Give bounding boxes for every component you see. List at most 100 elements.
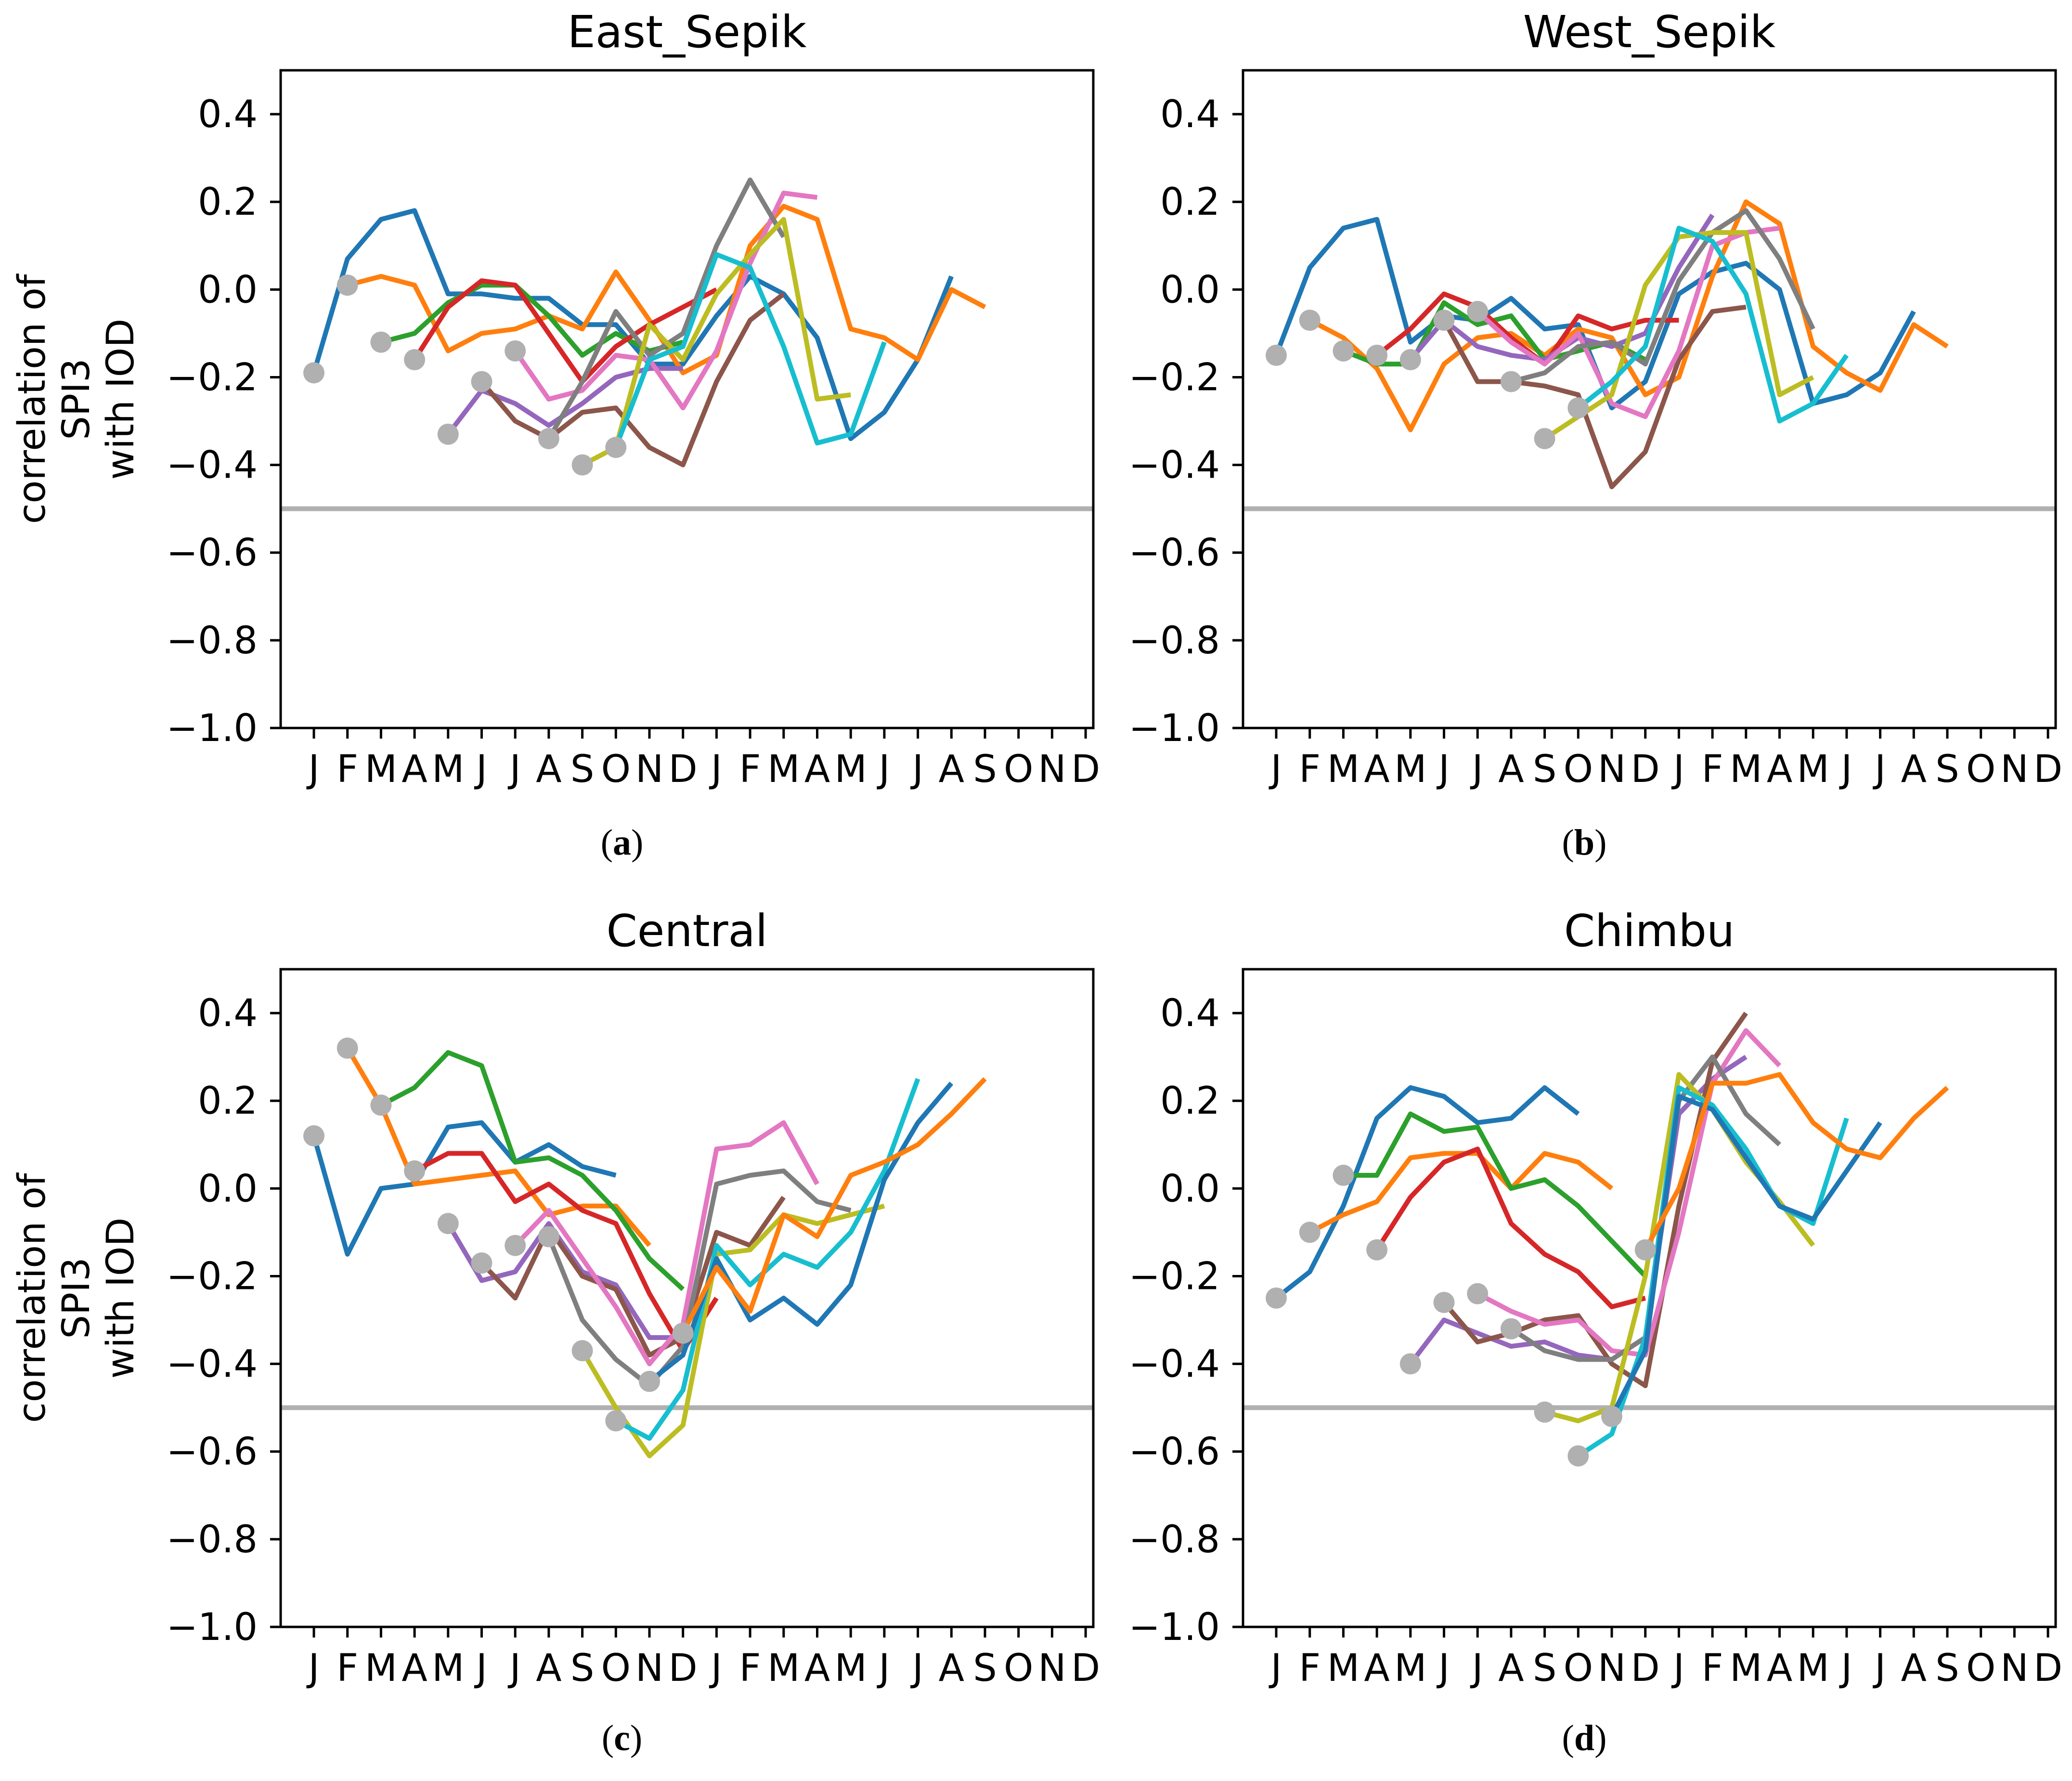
series-line-jan xyxy=(1274,217,1916,411)
series-start-marker xyxy=(1601,1405,1622,1427)
x-tick-label: M xyxy=(1797,1647,1829,1690)
series-start-marker xyxy=(370,1094,392,1116)
x-tick-label: J xyxy=(306,1647,319,1690)
x-tick-label: A xyxy=(1767,748,1792,791)
series-start-marker xyxy=(370,331,392,353)
x-tick-label: J xyxy=(1872,1647,1886,1690)
series-start-marker xyxy=(1266,344,1287,366)
x-tick-label: F xyxy=(337,1647,358,1690)
series-start-marker xyxy=(471,1252,492,1274)
chart-title: West_Sepik xyxy=(1523,6,1776,58)
y-tick-label: −0.8 xyxy=(167,1518,258,1561)
series-start-marker xyxy=(538,428,559,449)
panel-caption: (d) xyxy=(1562,1718,1607,1758)
x-tick-label: J xyxy=(474,748,487,791)
y-axis-label: correlation ofSPI3with IOD xyxy=(11,273,142,524)
x-tick-label: D xyxy=(1631,1647,1660,1690)
series-start-marker xyxy=(505,340,526,362)
x-tick-label: J xyxy=(1268,748,1282,791)
x-tick-label: M xyxy=(1327,1647,1360,1690)
series-line-jan xyxy=(311,1120,617,1257)
x-tick-label: N xyxy=(1038,1647,1066,1690)
x-tick-label: S xyxy=(1935,748,1959,791)
series-start-marker xyxy=(1366,1239,1388,1261)
panel-c: 0.40.20.0−0.2−0.4−0.6−0.8−1.0J F M A M J J A S O N… xyxy=(11,905,1100,1758)
x-tick-label: M xyxy=(1394,1647,1426,1690)
series-start-marker xyxy=(404,349,426,371)
x-tick-label: A xyxy=(401,1647,427,1690)
y-tick-label: 0.0 xyxy=(1160,1167,1220,1210)
series-start-marker xyxy=(1433,1292,1455,1313)
series-start-marker xyxy=(337,274,358,296)
y-tick-label: −0.2 xyxy=(167,356,258,399)
x-tick-label: F xyxy=(1702,748,1723,791)
x-tick-label: J xyxy=(910,748,923,791)
x-tick-label: A xyxy=(1901,748,1927,791)
y-tick-label: −0.2 xyxy=(1129,1255,1220,1298)
chart-title: Chimbu xyxy=(1564,905,1735,957)
axes-frame xyxy=(279,69,1095,729)
axes-frame xyxy=(1242,968,2057,1628)
x-tick-label: J xyxy=(1436,748,1450,791)
chart-title: Central xyxy=(607,905,768,957)
y-axis-label: correlation ofSPI3with IOD xyxy=(11,1172,142,1423)
y-tick-label: −0.4 xyxy=(1129,444,1220,487)
y-tick-label: −0.2 xyxy=(1129,356,1220,399)
series-line-feb xyxy=(345,1047,651,1247)
x-tick-label: A xyxy=(401,748,427,791)
axes-frame xyxy=(1242,69,2057,729)
series-start-marker xyxy=(437,1213,459,1235)
series-start-marker xyxy=(437,423,459,445)
x-tick-label: J xyxy=(709,1647,722,1690)
y-tick-label: 0.4 xyxy=(1160,93,1220,136)
x-tick-label: S xyxy=(570,748,595,791)
x-tick-label: M xyxy=(432,748,464,791)
y-tick-label: 0.4 xyxy=(198,93,258,136)
series-line-sep xyxy=(581,217,851,468)
x-tick-label: O xyxy=(601,748,631,791)
panel-a: 0.40.20.0−0.2−0.4−0.6−0.8−1.0J F M A M J J A S O N… xyxy=(11,6,1100,863)
series-line-aug xyxy=(546,1168,852,1389)
x-tick-label: D xyxy=(1071,1647,1100,1690)
x-tick-label: M xyxy=(835,1647,867,1690)
x-tick-label: A xyxy=(536,748,561,791)
series-start-marker xyxy=(1299,1222,1321,1243)
x-tick-label: A xyxy=(1498,748,1524,791)
series-line-aug xyxy=(1510,1054,1781,1362)
y-tick-label: −1.0 xyxy=(1129,707,1220,750)
series-start-marker xyxy=(1333,340,1354,362)
series-start-marker xyxy=(1399,349,1421,371)
series-start-marker xyxy=(571,454,593,476)
x-tick-label: O xyxy=(1564,748,1593,791)
panel-caption: (a) xyxy=(601,822,644,863)
y-tick-label: −0.2 xyxy=(167,1255,258,1298)
x-tick-label: J xyxy=(1470,1647,1483,1690)
x-tick-label: J xyxy=(306,748,319,791)
x-tick-label: M xyxy=(1327,748,1360,791)
series-start-marker xyxy=(505,1235,526,1256)
x-tick-label: S xyxy=(1533,1647,1557,1690)
x-tick-label: O xyxy=(1004,748,1033,791)
x-tick-label: O xyxy=(1966,1647,1995,1690)
x-tick-label: M xyxy=(1394,748,1426,791)
y-tick-label: −0.6 xyxy=(167,532,258,575)
x-tick-label: J xyxy=(474,1647,487,1690)
series-start-marker xyxy=(1467,1283,1489,1304)
y-tick-label: −0.6 xyxy=(1129,532,1220,575)
series-line-nov xyxy=(1609,1094,1882,1418)
series-start-marker xyxy=(605,437,627,458)
y-tick-label: −1.0 xyxy=(167,707,258,750)
series-line-feb xyxy=(1308,1151,1614,1235)
series-line-oct xyxy=(1577,225,1849,424)
axes-frame xyxy=(279,968,1095,1628)
series-start-marker xyxy=(303,1125,324,1147)
x-tick-label: A xyxy=(1901,1647,1927,1690)
series-line-apr xyxy=(1374,1146,1646,1310)
series-start-marker xyxy=(571,1340,593,1362)
x-tick-label: D xyxy=(669,1647,698,1690)
series-start-marker xyxy=(1299,310,1321,331)
x-tick-label: O xyxy=(1966,748,1995,791)
x-tick-label: M xyxy=(432,1647,464,1690)
y-tick-label: −0.4 xyxy=(167,1343,258,1386)
x-tick-label: F xyxy=(1702,1647,1723,1690)
